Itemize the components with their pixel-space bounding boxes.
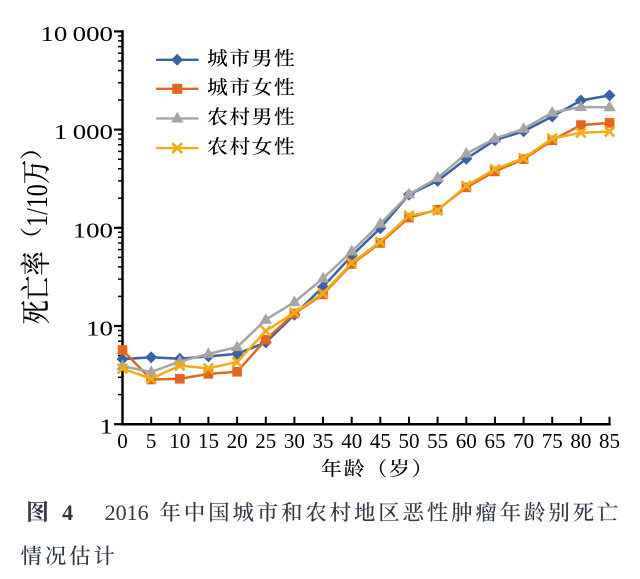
svg-text:4: 4 (62, 500, 73, 525)
svg-text:60: 60 (456, 429, 477, 453)
svg-text:45: 45 (370, 429, 391, 453)
svg-text:40: 40 (341, 429, 362, 453)
svg-text:10 000: 10 000 (40, 23, 113, 46)
svg-text:15: 15 (198, 429, 219, 453)
svg-text:1/10: 1/10 (19, 184, 54, 227)
svg-text:75: 75 (542, 429, 563, 453)
svg-text:10: 10 (86, 318, 113, 341)
svg-text:65: 65 (484, 429, 505, 453)
svg-text:30: 30 (284, 429, 305, 453)
svg-text:10: 10 (169, 429, 190, 453)
svg-text:25: 25 (255, 429, 276, 453)
svg-text:100: 100 (73, 220, 113, 243)
svg-text:85: 85 (599, 429, 620, 453)
svg-text:55: 55 (427, 429, 448, 453)
svg-text:70: 70 (513, 429, 534, 453)
svg-text:80: 80 (570, 429, 591, 453)
svg-text:50: 50 (399, 429, 420, 453)
svg-text:0: 0 (117, 429, 128, 453)
svg-text:1: 1 (100, 416, 113, 439)
svg-text:20: 20 (227, 429, 248, 453)
svg-text:35: 35 (313, 429, 334, 453)
svg-text:1 000: 1 000 (54, 122, 113, 145)
svg-text:5: 5 (146, 429, 157, 453)
svg-text:2016: 2016 (105, 500, 149, 525)
